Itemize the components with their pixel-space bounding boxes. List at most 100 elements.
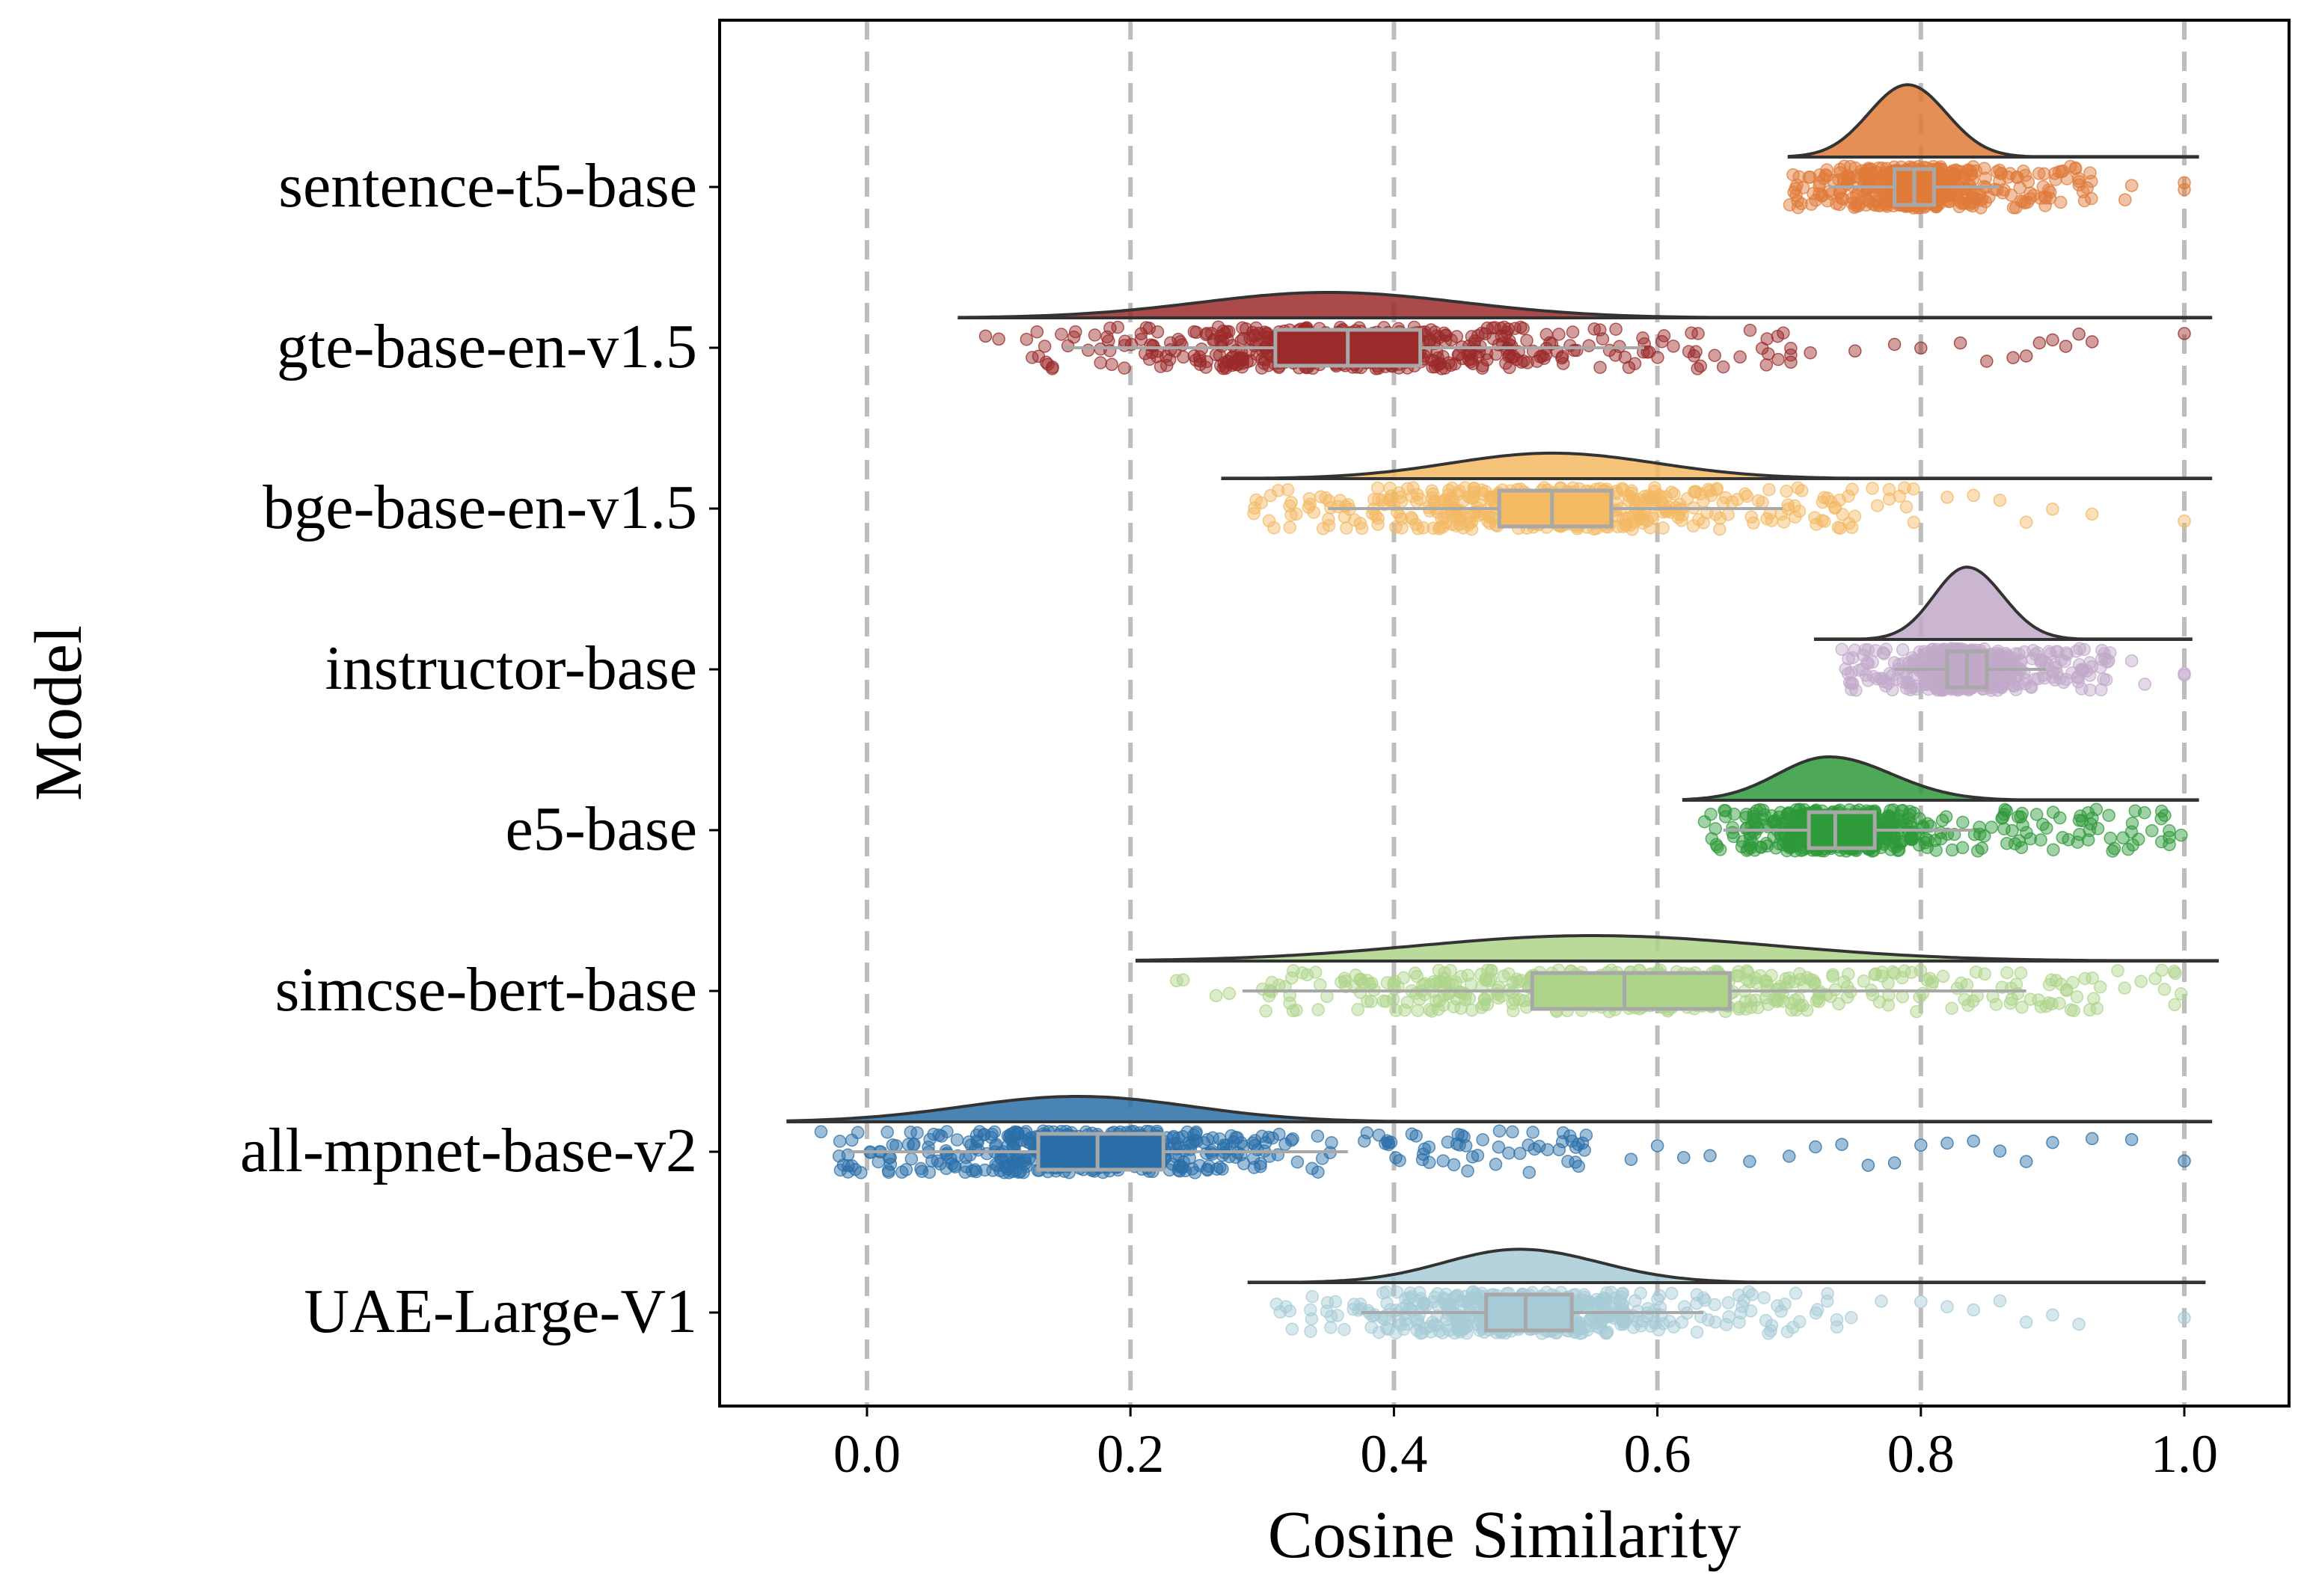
data-point	[1349, 969, 1363, 982]
data-point	[1540, 1143, 1554, 1156]
data-point	[1640, 514, 1655, 528]
data-point	[2011, 669, 2024, 683]
data-point	[2039, 999, 2053, 1013]
data-point	[1756, 803, 1770, 817]
data-point	[2056, 164, 2070, 178]
data-point	[1563, 339, 1577, 352]
outlier-point	[1993, 1294, 2007, 1308]
data-point	[1616, 483, 1630, 497]
data-point	[1857, 975, 1871, 988]
data-point	[1419, 1299, 1433, 1313]
outlier-point	[1809, 1140, 1822, 1154]
data-point	[1319, 491, 1332, 505]
data-point	[1489, 1158, 1503, 1171]
data-point	[1376, 994, 1391, 1008]
data-point	[1380, 1296, 1394, 1310]
data-point	[1340, 521, 1353, 535]
data-point	[2175, 828, 2188, 842]
data-point	[1713, 522, 1727, 536]
data-point	[1845, 683, 1858, 696]
data-point	[1361, 1304, 1375, 1318]
data-point	[2067, 1004, 2080, 1018]
data-point	[1231, 357, 1245, 372]
data-point	[1409, 1129, 1423, 1143]
data-point	[1539, 328, 1554, 342]
data-point	[1996, 186, 2010, 200]
data-point	[895, 1165, 909, 1179]
data-point	[2107, 841, 2121, 856]
data-point	[2118, 981, 2131, 995]
outlier-point	[2178, 1311, 2191, 1325]
outlier-point	[2178, 666, 2191, 681]
data-point	[1945, 843, 1959, 857]
data-point	[1563, 1129, 1577, 1143]
data-point	[978, 1163, 992, 1177]
data-point	[1760, 839, 1774, 853]
data-point	[1492, 1124, 1507, 1138]
data-point	[2076, 185, 2090, 199]
outlier-point	[1782, 1150, 1796, 1163]
data-point	[1860, 182, 1875, 196]
data-point	[1697, 516, 1710, 530]
data-point	[1958, 992, 1972, 1006]
data-point	[1844, 1310, 1858, 1325]
box-iqr	[1807, 810, 1877, 850]
outlier-point	[1940, 1136, 1954, 1150]
data-point	[1790, 178, 1804, 192]
data-point	[950, 1133, 964, 1147]
data-point	[1719, 1318, 1733, 1331]
data-point	[1358, 1134, 1371, 1148]
data-point	[2154, 804, 2169, 818]
data-point	[1811, 992, 1825, 1005]
x-tick-label: 0.4	[1360, 1424, 1427, 1484]
data-point	[1807, 977, 1822, 990]
data-point	[1178, 1164, 1192, 1178]
box-iqr	[1036, 1132, 1165, 1172]
data-point	[1609, 322, 1623, 336]
data-point	[1956, 815, 1970, 829]
data-point	[1265, 975, 1279, 989]
outlier-point	[2006, 351, 2020, 364]
data-point	[1200, 1162, 1214, 1176]
data-point	[1697, 494, 1710, 508]
outlier-point	[992, 332, 1005, 346]
outlier-point	[2032, 336, 2047, 350]
y-axis-title: Model	[22, 625, 96, 801]
data-point	[1907, 515, 1921, 530]
data-point	[1973, 188, 1986, 201]
data-point	[1866, 482, 1879, 495]
data-point	[923, 1132, 937, 1147]
data-point	[1781, 807, 1795, 821]
data-point	[1734, 1306, 1747, 1320]
data-point	[1507, 1004, 1520, 1018]
data-point	[1118, 361, 1131, 375]
data-point	[1367, 493, 1381, 506]
data-point	[1573, 1322, 1587, 1336]
y-tick-label: gte-base-en-v1.5	[277, 312, 697, 381]
data-point	[1569, 1141, 1583, 1154]
outlier-point	[2046, 1135, 2059, 1150]
data-point	[2015, 1001, 2029, 1014]
data-point	[1784, 348, 1798, 362]
data-point	[2090, 1001, 2104, 1016]
data-point	[904, 1126, 918, 1139]
outlier-point	[2124, 1132, 2139, 1147]
data-point	[931, 1154, 945, 1168]
data-point	[1566, 325, 1580, 339]
series-group	[786, 83, 2219, 1340]
data-point	[1400, 995, 1415, 1010]
data-point	[1118, 339, 1132, 352]
data-point	[1105, 357, 1118, 372]
data-point	[1392, 486, 1406, 500]
data-point	[1284, 496, 1298, 509]
data-point	[1081, 343, 1095, 357]
data-point	[1756, 496, 1769, 509]
data-point	[1260, 328, 1273, 341]
data-point	[1710, 482, 1724, 496]
outlier-point	[2085, 335, 2099, 349]
data-point	[2034, 655, 2047, 669]
data-point	[1896, 989, 1910, 1004]
data-point	[1977, 162, 1991, 175]
data-point	[1910, 1004, 1923, 1019]
data-point	[1914, 964, 1928, 977]
